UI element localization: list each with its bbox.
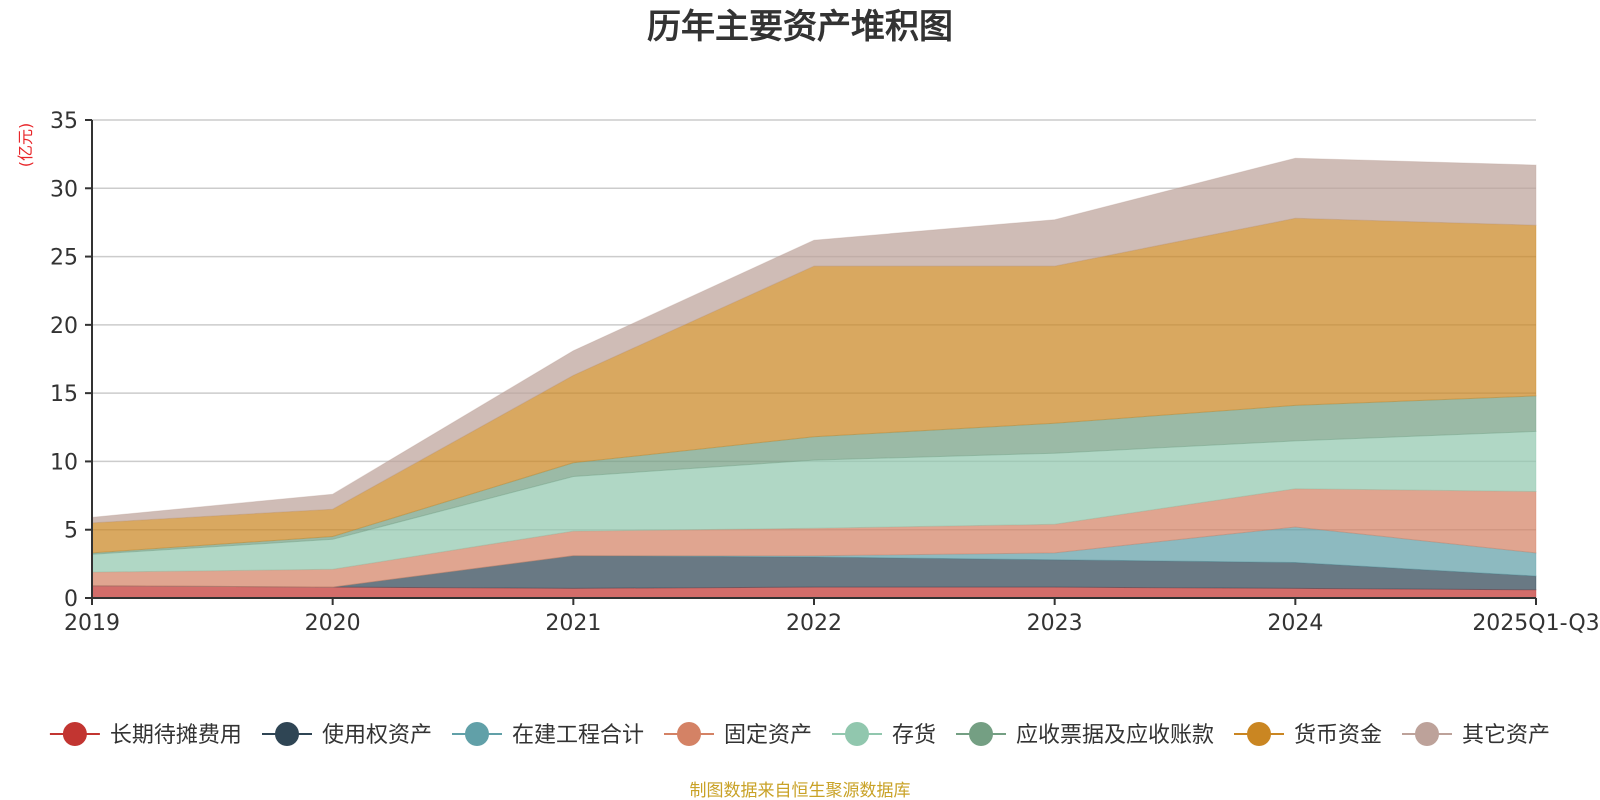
legend-label: 存货 — [892, 723, 936, 748]
y-tick-label: 35 — [50, 109, 78, 134]
y-tick-label: 30 — [50, 177, 78, 202]
legend-marker-dot — [275, 722, 299, 746]
x-tick-label: 2020 — [305, 611, 361, 636]
legend-label: 应收票据及应收账款 — [1016, 723, 1214, 748]
legend-item-1[interactable]: 使用权资产 — [262, 722, 432, 748]
legend-marker-dot — [677, 722, 701, 746]
area-series-7 — [91, 157, 1537, 524]
chart-title: 历年主要资产堆积图 — [647, 7, 953, 47]
y-tick-label: 20 — [50, 314, 78, 339]
area-series-group — [91, 157, 1537, 599]
y-tick-label: 15 — [50, 382, 78, 407]
legend-item-6[interactable]: 货币资金 — [1234, 722, 1382, 748]
legend-marker-dot — [969, 722, 993, 746]
x-tick-label: 2021 — [545, 611, 601, 636]
legend-label: 货币资金 — [1294, 723, 1382, 748]
y-tick-label: 10 — [50, 450, 78, 475]
legend-label: 其它资产 — [1462, 723, 1550, 748]
legend-item-7[interactable]: 其它资产 — [1402, 722, 1550, 748]
area-series-1 — [91, 555, 1537, 591]
legend-label: 固定资产 — [724, 723, 812, 748]
y-axis-unit-label: (亿元) — [16, 123, 35, 168]
legend-marker-dot — [1247, 722, 1271, 746]
x-tick-label: 2022 — [786, 611, 842, 636]
legend-item-3[interactable]: 固定资产 — [664, 722, 812, 748]
area-series-5 — [91, 395, 1537, 555]
axes: 0 5 10 15 20 25 30 35 2019 2020 2021 2022 2023 2024 20… — [50, 109, 1600, 636]
x-tick-label: 2023 — [1027, 611, 1083, 636]
y-tick-label: 0 — [64, 587, 78, 612]
legend-label: 使用权资产 — [322, 723, 432, 748]
source-note: 制图数据来自恒生聚源数据库 — [690, 781, 911, 800]
area-series-3 — [91, 488, 1537, 588]
legend[interactable]: 长期待摊费用 使用权资产 在建工程合计 固定资产 存货 应收票据及应收账款 货币资金 其它资产 — [49, 722, 1550, 748]
legend-label: 长期待摊费用 — [110, 723, 242, 748]
legend-marker-dot — [62, 722, 87, 746]
y-tick-label: 5 — [64, 519, 78, 544]
legend-item-0[interactable]: 长期待摊费用 — [49, 722, 242, 748]
legend-label: 在建工程合计 — [512, 723, 644, 748]
x-tick-label: 2024 — [1267, 611, 1323, 636]
legend-marker-dot — [465, 722, 489, 746]
legend-item-5[interactable]: 应收票据及应收账款 — [956, 722, 1214, 748]
x-tick-label: 2025Q1-Q3 — [1472, 611, 1599, 636]
area-series-6 — [91, 217, 1537, 554]
legend-marker-dot — [845, 722, 869, 746]
legend-marker-dot — [1415, 722, 1439, 746]
legend-item-4[interactable]: 存货 — [832, 722, 936, 748]
y-tick-label: 25 — [50, 246, 78, 271]
legend-item-2[interactable]: 在建工程合计 — [452, 722, 644, 748]
x-tick-label: 2019 — [64, 611, 120, 636]
